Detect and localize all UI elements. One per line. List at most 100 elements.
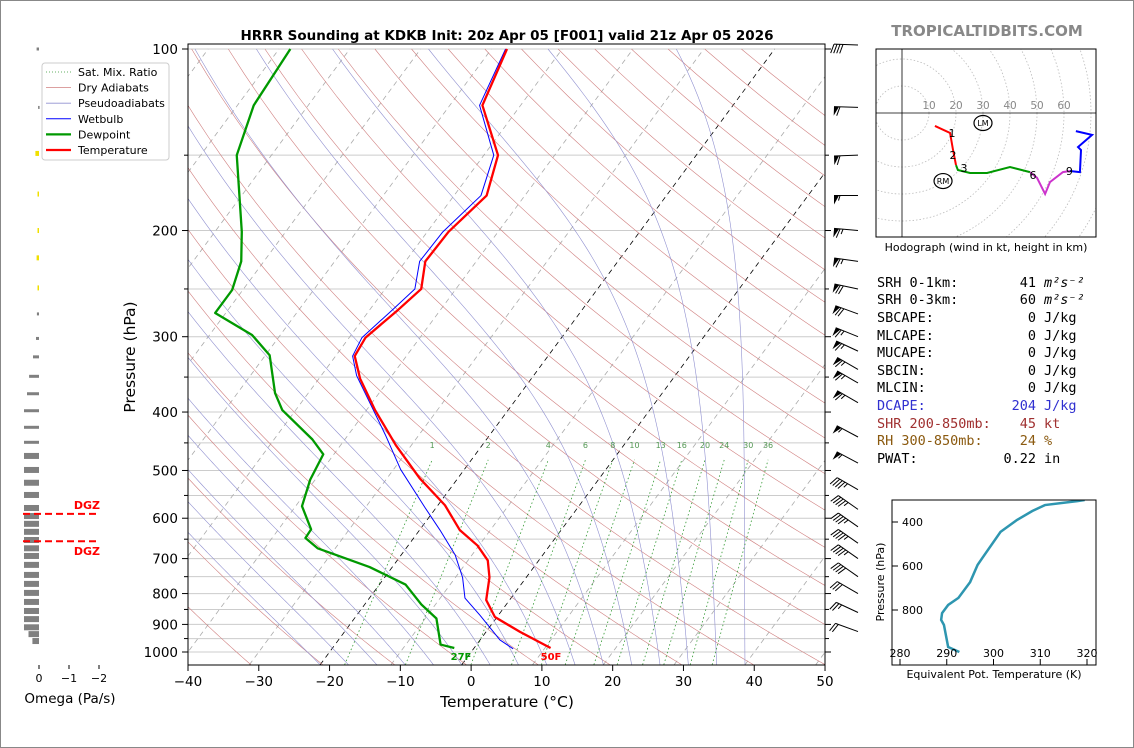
index-unit: in — [1044, 451, 1060, 467]
mixing-ratio-label: 24 — [719, 441, 729, 450]
barb-full — [839, 44, 844, 54]
barb-full — [834, 329, 842, 338]
barb-staff — [835, 305, 859, 315]
legend-label: Temperature — [77, 144, 148, 157]
barb-full — [832, 478, 841, 486]
barb-full — [835, 532, 844, 539]
theta-x-tick-label: 320 — [1077, 647, 1098, 660]
wetbulb-line — [352, 48, 514, 650]
x-tick-label: −20 — [315, 674, 344, 690]
barb-full — [832, 582, 841, 590]
index-label: MUCAPE: — [877, 345, 934, 361]
hodo-segment — [955, 164, 1031, 174]
dewpoint-line — [214, 48, 455, 650]
index-label: SBCIN: — [877, 363, 926, 379]
index-unit: J/kg — [1044, 380, 1077, 396]
mixing-ratio-line — [616, 459, 683, 665]
barb-half — [840, 229, 844, 235]
barb-full — [836, 44, 841, 54]
hodo-frame — [875, 48, 1097, 238]
barb-flag — [832, 451, 842, 460]
wind-barb — [832, 283, 859, 295]
index-unit: m²s⁻² — [1043, 275, 1085, 291]
barb-full — [829, 477, 838, 485]
legend-label: Sat. Mix. Ratio — [78, 66, 158, 79]
omega-bar — [24, 479, 39, 486]
x-tick-label: −40 — [174, 674, 203, 690]
barb-half — [838, 454, 843, 459]
skewt-x-label: Temperature (°C) — [439, 693, 574, 711]
barb-full — [829, 602, 837, 610]
index-value: 0 — [1028, 328, 1036, 344]
index-label: MLCIN: — [877, 380, 926, 396]
barb-staff — [838, 562, 859, 578]
wind-barb — [830, 544, 859, 560]
y-tick-label: 700 — [152, 552, 178, 568]
barb-full — [832, 603, 840, 611]
x-tick-label: −30 — [245, 674, 274, 690]
hodo-ring-label: 60 — [1057, 100, 1070, 112]
omega-bar — [24, 607, 39, 614]
pseudoadiabat — [188, 434, 406, 665]
theta-y-tick-label: 800 — [902, 604, 923, 617]
y-tick-label: 900 — [152, 617, 178, 633]
omega-tick-label: 0 — [36, 672, 43, 685]
index-label: SRH 0-1km: — [877, 275, 958, 291]
omega-bar — [27, 392, 39, 396]
barb-half — [840, 330, 845, 336]
barb-full — [834, 584, 843, 592]
barb-full — [834, 307, 842, 316]
index-value: 204 — [1012, 398, 1036, 414]
y-tick-label: 200 — [152, 224, 178, 240]
index-label: PWAT: — [877, 451, 918, 467]
omega-bar — [24, 425, 39, 429]
theta-x-label: Equivalent Pot. Temperature (K) — [906, 668, 1081, 681]
hodograph-plot: 10 20 30 40 50 60 1 23 6 9 LM RM — [876, 49, 1096, 237]
y-tick-label: 400 — [152, 405, 178, 421]
omega-bar — [24, 440, 39, 444]
hodo-height-label: 1 — [948, 127, 955, 140]
barb-flag — [832, 425, 842, 434]
wind-barb — [832, 451, 859, 464]
index-unit: J/kg — [1044, 398, 1077, 414]
wind-barb — [830, 43, 859, 54]
mixing-ratio-label: 1 — [430, 441, 435, 450]
barb-flag — [834, 155, 840, 166]
skewt-plot-frame — [187, 43, 826, 666]
wind-barb — [833, 106, 859, 116]
omega-bar — [36, 336, 39, 340]
legend: Sat. Mix. Ratio Dry Adiabats Pseudoadiabat… — [41, 62, 170, 161]
barb-full — [831, 624, 839, 633]
hodo-height-label: 3 — [961, 162, 968, 175]
barb-full — [830, 544, 839, 551]
barb-flag — [832, 357, 842, 366]
omega-bar — [24, 561, 39, 568]
dgz-label: DGZ — [74, 545, 100, 558]
mixing-ratio-line — [344, 459, 433, 665]
dry-adiabat — [188, 290, 611, 665]
mixing-ratio-line — [564, 459, 635, 665]
index-label: SHR 200-850mb: — [877, 416, 991, 432]
isotherm — [390, 75, 825, 665]
dry-adiabat — [188, 104, 825, 665]
dry-adiabat — [188, 352, 539, 665]
omega-bar — [37, 285, 39, 291]
x-tick-label: 30 — [675, 674, 692, 690]
wind-barb — [832, 357, 859, 370]
barb-full — [835, 258, 841, 268]
wind-barb — [832, 340, 859, 352]
pseudoadiabat — [676, 48, 746, 665]
barb-staff — [836, 451, 859, 464]
barb-half — [843, 502, 849, 507]
x-tick-label: 0 — [467, 674, 476, 690]
isotherm — [249, 48, 705, 665]
omega-bar — [24, 589, 39, 596]
wind-barb — [832, 257, 859, 268]
hodo-ring-label: 20 — [949, 100, 962, 112]
x-tick-label: 20 — [604, 674, 621, 690]
barb-flag — [832, 283, 840, 293]
index-value: 0 — [1028, 363, 1036, 379]
barb-staff — [833, 43, 859, 46]
